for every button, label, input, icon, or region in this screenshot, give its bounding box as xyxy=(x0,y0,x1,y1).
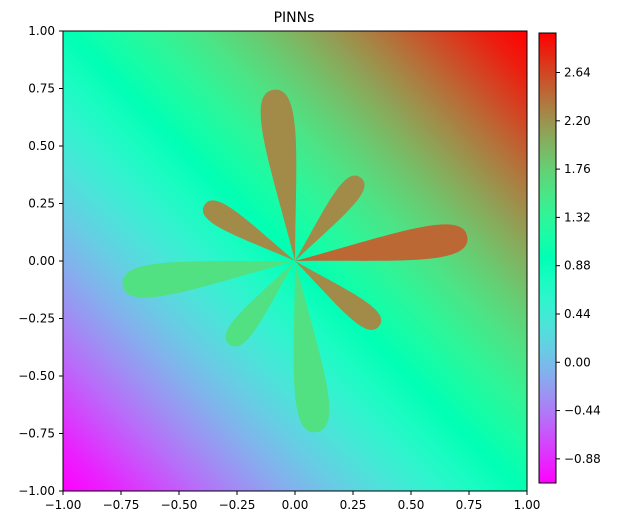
x-tick-label: 1.00 xyxy=(514,498,541,512)
x-axis: −1.00 −0.75 −0.50 −0.25 0.00 0.25 0.50 0.75 1.00 xyxy=(45,491,541,512)
colorbar-tick-label: 0.88 xyxy=(564,259,591,273)
petal-upper-left xyxy=(202,200,295,261)
colorbar-tick-label: 1.32 xyxy=(564,210,591,224)
y-tick-label: 0.75 xyxy=(28,82,55,96)
y-tick-label: −1.00 xyxy=(18,484,55,498)
x-tick-label: −1.00 xyxy=(45,498,82,512)
y-tick-label: 0.00 xyxy=(28,254,55,268)
petal-lower-right xyxy=(295,261,382,330)
colorbar-gradient xyxy=(538,32,557,484)
petal-lower xyxy=(293,261,330,433)
y-axis: −1.00 −0.75 −0.50 −0.25 0.00 0.25 0.50 0.75 1.00 xyxy=(18,24,63,498)
colorbar-tick-label: 0.00 xyxy=(564,355,591,369)
x-tick-label: 0.25 xyxy=(340,498,367,512)
petal-left xyxy=(122,261,295,298)
y-tick-label: 1.00 xyxy=(28,24,55,38)
x-tick-label: 0.00 xyxy=(282,498,309,512)
petal-lower-left xyxy=(225,261,295,347)
chart-title: PINNs xyxy=(274,10,315,26)
x-tick-label: −0.75 xyxy=(103,498,140,512)
x-tick-label: −0.25 xyxy=(219,498,256,512)
x-tick-label: 0.50 xyxy=(398,498,425,512)
colorbar: −0.88 −0.44 0.00 0.44 0.88 1.32 1.76 2.20 2.64 xyxy=(538,32,601,484)
y-tick-label: 0.50 xyxy=(28,139,55,153)
colorbar-tick-label: 2.64 xyxy=(564,66,591,80)
colorbar-tick-label: −0.88 xyxy=(564,452,601,466)
colorbar-tick-label: −0.44 xyxy=(564,404,601,418)
x-tick-label: −0.50 xyxy=(161,498,198,512)
y-tick-label: 0.25 xyxy=(28,197,55,211)
x-tick-label: 0.75 xyxy=(456,498,483,512)
y-tick-label: −0.25 xyxy=(18,312,55,326)
rose-region xyxy=(122,89,468,433)
plot-area xyxy=(62,30,528,492)
colorbar-tick-label: 2.20 xyxy=(564,114,591,128)
petal-right xyxy=(295,224,468,261)
petal-upper-right xyxy=(295,175,365,261)
y-tick-label: −0.75 xyxy=(18,427,55,441)
y-tick-label: −0.50 xyxy=(18,369,55,383)
colorbar-tick-label: 1.76 xyxy=(564,162,591,176)
colorbar-tick-label: 0.44 xyxy=(564,307,591,321)
petal-upper xyxy=(260,89,297,261)
